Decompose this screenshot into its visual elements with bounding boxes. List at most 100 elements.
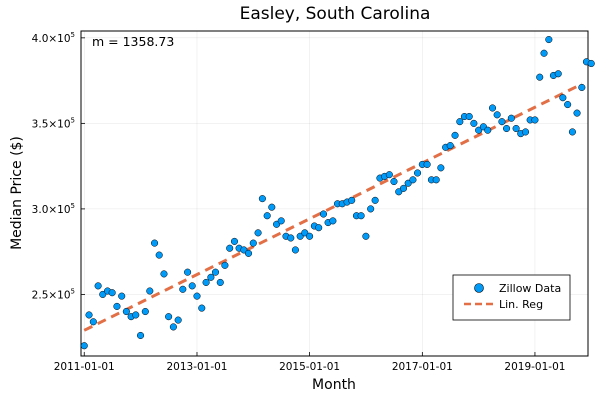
data-point <box>258 195 266 203</box>
data-point <box>136 331 145 340</box>
y-axis-label: Median Price ($) <box>9 136 25 250</box>
data-point <box>254 229 262 237</box>
data-point <box>160 270 168 278</box>
data-point <box>437 164 445 172</box>
data-point <box>301 229 309 237</box>
data-point <box>188 282 196 290</box>
x-tick-label: 2013-01-01 <box>166 361 227 373</box>
y-tick-exponent: 5 <box>71 202 75 210</box>
data-point <box>357 212 365 220</box>
data-point <box>554 70 562 78</box>
y-tick-exponent: 5 <box>71 116 75 124</box>
data-point <box>174 316 182 324</box>
data-point <box>179 285 187 293</box>
data-point <box>146 287 154 295</box>
data-point <box>118 292 126 300</box>
data-point <box>268 203 276 211</box>
data-point <box>165 313 173 321</box>
data-point <box>545 36 553 44</box>
data-point <box>348 196 356 204</box>
data-point <box>507 114 515 122</box>
data-point <box>385 171 393 179</box>
data-point <box>512 124 520 133</box>
data-point <box>151 239 159 247</box>
data-point <box>493 111 501 119</box>
x-tick-label: 2017-01-01 <box>392 361 453 373</box>
x-axis-label: Month <box>312 377 356 393</box>
data-point <box>564 101 572 109</box>
regression-line <box>83 82 583 332</box>
data-point <box>319 210 328 218</box>
data-point <box>456 118 464 126</box>
regression-line-layer <box>83 82 583 332</box>
data-point <box>414 169 422 177</box>
data-point <box>287 234 295 242</box>
data-point <box>362 232 370 240</box>
data-point <box>371 196 379 204</box>
data-point <box>367 205 375 213</box>
x-tick-label: 2015-01-01 <box>279 361 340 373</box>
x-tick-label: 2019-01-01 <box>504 361 565 373</box>
legend: Zillow Data Lin. Reg <box>452 274 571 321</box>
data-point <box>488 104 497 112</box>
data-point <box>423 160 431 168</box>
y-tick-mantissa: 2.5×10 <box>32 289 71 301</box>
data-point <box>85 311 93 319</box>
data-point <box>132 311 140 319</box>
data-point <box>122 307 130 316</box>
data-point <box>465 112 473 121</box>
data-point <box>578 83 586 91</box>
data-point <box>390 177 398 186</box>
y-tick-mantissa: 3.5×10 <box>32 118 71 130</box>
data-point <box>451 131 459 139</box>
data-point <box>536 73 544 81</box>
data-point <box>315 224 323 232</box>
data-point <box>432 176 440 184</box>
data-point <box>141 307 149 316</box>
data-point <box>498 118 506 126</box>
x-tick-label: 2011-01-01 <box>54 361 115 373</box>
data-point <box>521 128 530 136</box>
data-point <box>484 126 492 134</box>
x-axis-ticks: 2011-01-01 2013-01-01 2015-01-01 2017-01-01… <box>54 352 565 373</box>
data-point <box>306 232 314 240</box>
data-point <box>80 342 88 350</box>
data-point <box>155 251 163 259</box>
y-tick-mantissa: 3.0×10 <box>32 204 71 216</box>
data-point <box>244 249 253 257</box>
data-point <box>470 119 478 127</box>
data-point <box>211 268 220 276</box>
y-tick-label: 3.5×105 <box>32 116 75 130</box>
data-point <box>230 237 239 245</box>
data-point <box>216 278 224 286</box>
data-point <box>395 188 403 196</box>
data-point <box>226 244 234 252</box>
data-point <box>193 292 201 300</box>
chart-title: Easley, South Carolina <box>240 4 431 24</box>
data-point <box>277 217 285 225</box>
data-point <box>221 261 229 269</box>
data-point <box>329 217 337 225</box>
data-point <box>587 59 595 68</box>
y-tick-exponent: 5 <box>71 31 75 39</box>
data-point <box>446 142 454 150</box>
data-point <box>113 302 121 310</box>
legend-label-zillow-data: Zillow Data <box>499 282 561 295</box>
data-point <box>475 126 483 134</box>
data-point <box>202 278 210 286</box>
grid <box>81 31 588 356</box>
data-point <box>409 176 417 184</box>
data-point <box>99 290 107 298</box>
data-point <box>184 268 192 276</box>
data-point <box>108 289 116 297</box>
data-point <box>399 184 408 192</box>
slope-annotation: m = 1358.73 <box>92 34 174 49</box>
y-tick-label: 4.0×105 <box>32 31 75 45</box>
y-tick-exponent: 5 <box>71 287 75 295</box>
data-point <box>207 273 215 281</box>
data-point <box>89 318 97 326</box>
data-point <box>531 116 539 124</box>
data-point <box>94 282 102 290</box>
data-point <box>404 179 412 187</box>
